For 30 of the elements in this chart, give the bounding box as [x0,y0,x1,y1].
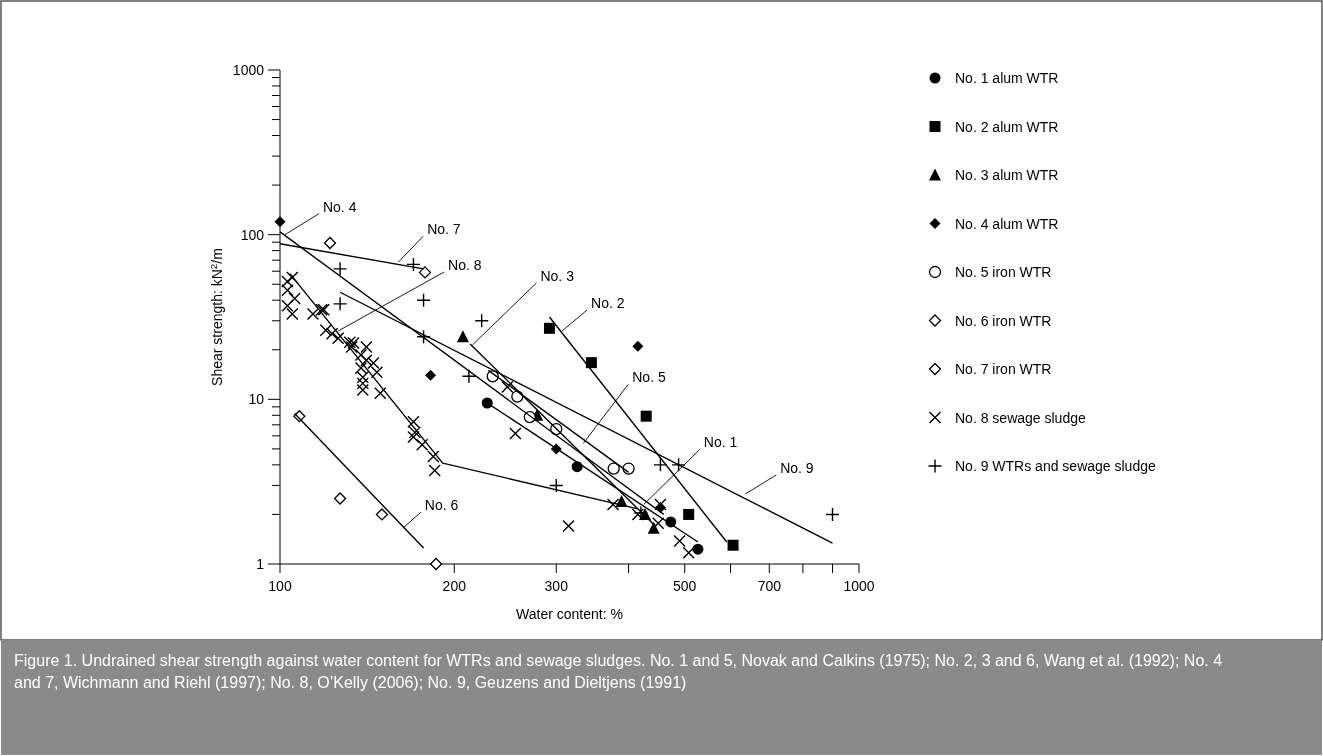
legend-label: No. 6 iron WTR [955,312,1052,329]
legend-label: No. 9 WTRs and sewage sludge [955,458,1156,474]
y-tick-label: 10 [248,391,265,408]
x-tick-label: 300 [544,578,569,594]
legend-label: No. 2 alum WTR [955,118,1059,135]
annotation: No. 5 [632,369,666,386]
legend-label: No. 7 iron WTR [955,361,1052,377]
legend-label: No. 1 alum WTR [955,70,1059,86]
annotation: No. 3 [540,267,575,284]
annotation: No. 2 [591,295,625,311]
annotation: No. 7 [427,221,461,238]
annotation: No. 6 [424,497,459,514]
legend-label: No. 3 alum WTR [955,167,1059,183]
x-axis-title: Water content: % [516,606,623,622]
annotation: No. 9 [780,460,814,477]
annotation: No. 8 [448,257,482,273]
annotation: No. 4 [322,198,357,215]
x-tick-label: 200 [442,578,467,594]
annotation: No. 1 [703,434,738,451]
x-tick-label: 700 [757,578,782,594]
legend-label: No. 4 alum WTR [955,215,1059,232]
y-tick-label: 1 [256,556,265,572]
y-tick-label: 1000 [232,62,265,78]
x-tick-label: 100 [268,578,292,594]
legend-label: No. 8 sewage sludge [955,409,1086,426]
caption: Figure 1. Undrained shear strength against water content for WTRs and sewage sludges. No. 1 and 5, Novak and Calkins (1975); No. 2, 3 and 6, Wang et al. (1992); No. 4 and 7, Wichmann and Riehl (1997); No. 8, O’Kelly (2006); No. 9, Geuzens and Dieltjens (1991) [14,652,1223,691]
legend-label: No. 5 iron WTR [955,264,1052,280]
x-tick-label: 1000 [843,578,875,594]
x-tick-label: 500 [673,578,697,594]
y-tick-label: 100 [240,226,265,243]
